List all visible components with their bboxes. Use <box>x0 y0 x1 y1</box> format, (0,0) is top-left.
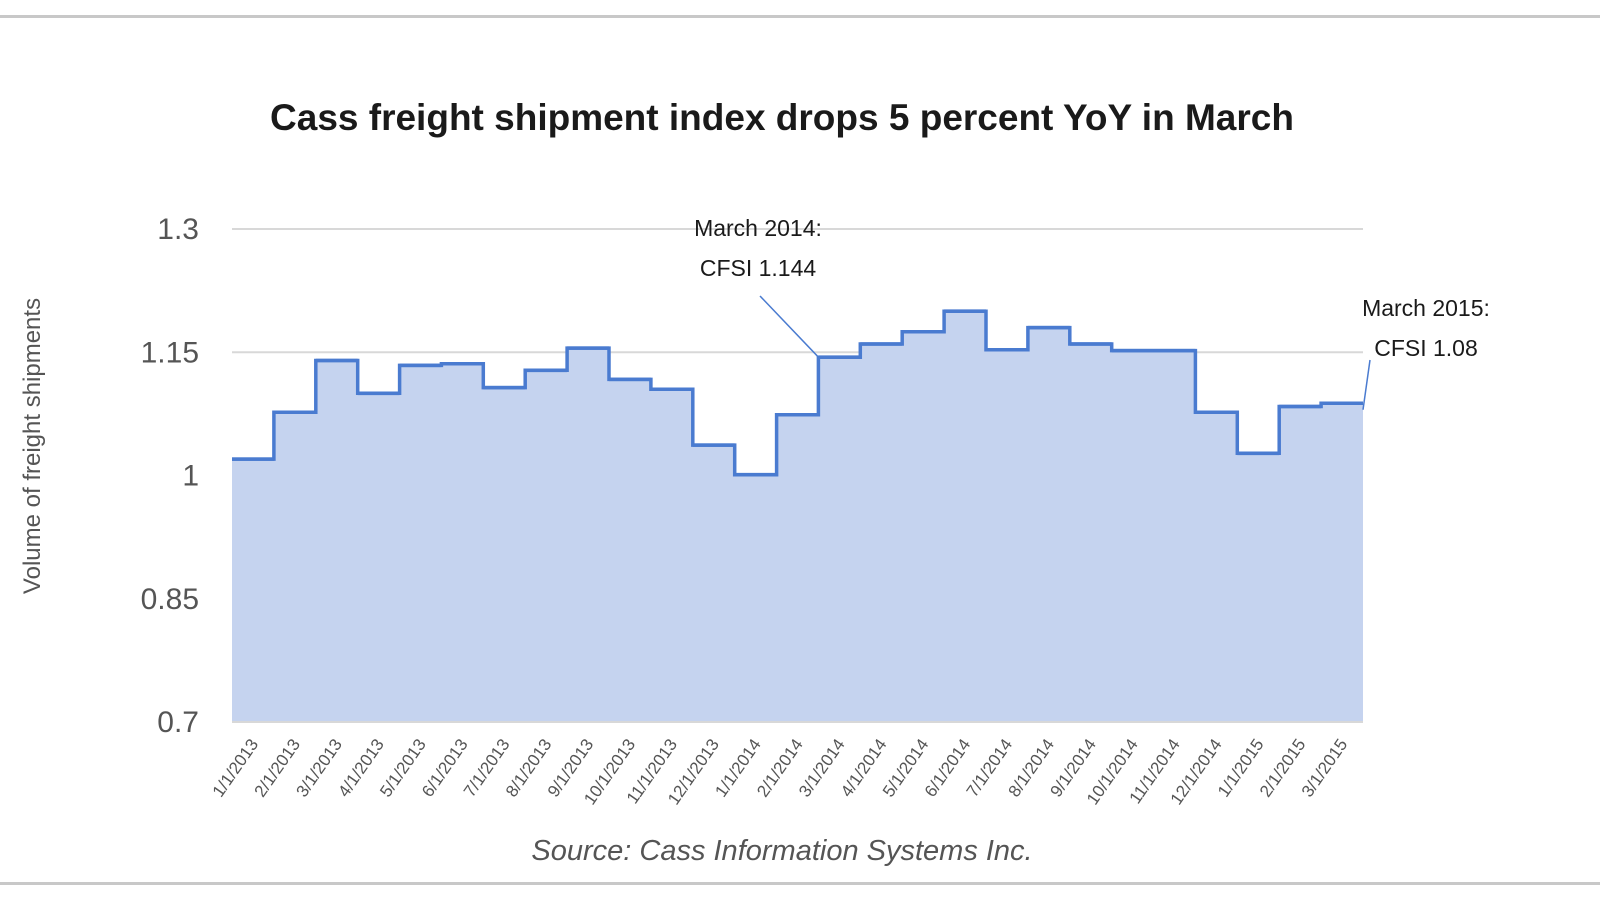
source-note: Source: Cass Information Systems Inc. <box>531 835 1032 867</box>
area-fill <box>232 311 1363 722</box>
annotation-text: March 2015: <box>1362 295 1490 321</box>
y-tick-label: 1.3 <box>157 213 199 246</box>
annotation-text: CFSI 1.144 <box>700 255 817 281</box>
y-tick-label: 0.7 <box>157 706 199 739</box>
annotation-leader <box>759 295 819 358</box>
y-tick-label: 1 <box>182 460 199 493</box>
area-layer <box>232 309 1363 723</box>
chart-title: Cass freight shipment index drops 5 perc… <box>270 97 1294 138</box>
annotation-text: CFSI 1.08 <box>1374 335 1478 361</box>
annotations: March 2014: CFSI 1.144 March 2015: CFSI 1.0… <box>694 215 1490 410</box>
top-border <box>0 15 1600 18</box>
y-axis-label: Volume of freight shipments <box>19 298 46 594</box>
bottom-border <box>0 882 1600 885</box>
y-tick-label: 1.15 <box>141 336 199 369</box>
annotation-text: March 2014: <box>694 215 822 241</box>
annotation-leader <box>1362 359 1371 410</box>
y-tick-labels: 1.3 1.15 1 0.85 0.7 <box>141 213 199 739</box>
y-tick-label: 0.85 <box>141 583 199 616</box>
x-tick-labels: 1/1/20132/1/20133/1/20134/1/20135/1/2013… <box>209 735 1352 808</box>
